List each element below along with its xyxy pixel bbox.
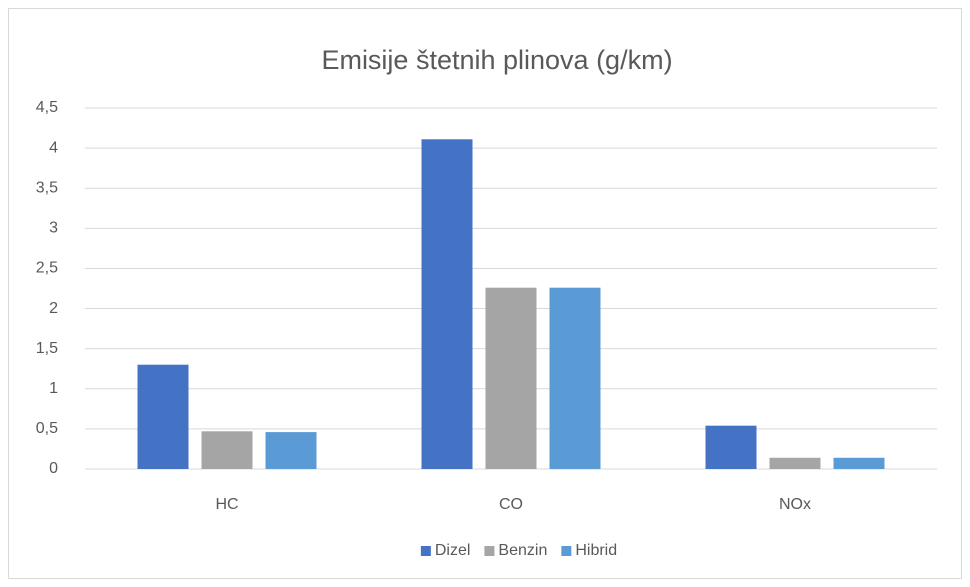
x-tick-label: HC: [215, 496, 238, 513]
y-tick-label: 3,5: [36, 179, 58, 196]
bar: [549, 287, 601, 469]
y-tick-label: 4: [49, 139, 58, 156]
y-tick-label: 3: [49, 220, 58, 237]
bar: [833, 457, 885, 469]
chart-border: [8, 8, 962, 579]
y-tick-label: 1: [49, 380, 58, 397]
bar: [137, 364, 189, 469]
legend-label: Hibrid: [575, 542, 617, 559]
bar: [485, 287, 537, 469]
x-tick-label: CO: [499, 496, 523, 513]
y-tick-label: 0: [49, 460, 58, 477]
legend-swatch: [561, 546, 572, 556]
y-tick-label: 2: [49, 300, 58, 317]
legend-label: Dizel: [435, 542, 471, 559]
bar: [705, 425, 757, 469]
y-tick-label: 0,5: [36, 420, 58, 437]
y-tick-label: 2,5: [36, 260, 58, 277]
y-tick-label: 1,5: [36, 340, 58, 357]
bar: [265, 432, 317, 469]
bar: [201, 431, 253, 469]
legend-swatch: [420, 546, 431, 556]
chart-title: Emisije štetnih plinova (g/km): [321, 45, 672, 75]
x-tick-label: NOx: [779, 496, 811, 513]
legend-label: Benzin: [498, 542, 547, 559]
bar: [769, 457, 821, 469]
legend-swatch: [484, 546, 495, 556]
bar: [421, 139, 473, 469]
y-tick-label: 4,5: [36, 99, 58, 116]
